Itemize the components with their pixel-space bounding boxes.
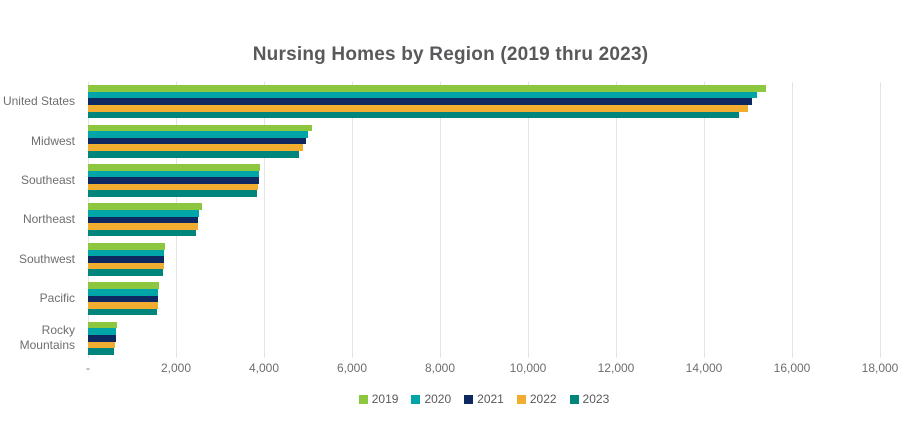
- bar-2019-pacific: [88, 282, 160, 289]
- bar-2022-united-states: [88, 105, 748, 112]
- bar-2021-southwest: [88, 256, 165, 263]
- bar-2020-northeast: [88, 210, 200, 217]
- legend-swatch-2019: [358, 394, 368, 404]
- bar-2023-northeast: [88, 229, 196, 237]
- bar-2021-pacific: [88, 295, 158, 303]
- bar-2019-midwest: [88, 124, 313, 132]
- legend-item-2020: 2020: [411, 392, 451, 406]
- legend-item-2023: 2023: [569, 392, 610, 406]
- plot-area: [88, 82, 881, 358]
- bar-2023-midwest: [88, 151, 300, 158]
- bar-2022-northeast: [88, 223, 198, 230]
- y-axis-labels: United States Midwest Southeast Northeast So…: [0, 82, 82, 358]
- bar-2020-southwest: [88, 249, 165, 257]
- bar-2023-southeast: [88, 190, 257, 198]
- category-label-rocky-mountains: Rocky Mountains: [19, 323, 75, 353]
- bar-2023-southwest: [88, 269, 163, 276]
- gridline: [704, 82, 705, 358]
- chart-title: Nursing Homes by Region (2019 thru 2023): [252, 44, 649, 65]
- bar-group-southwest: [88, 240, 880, 279]
- bar-2021-midwest: [88, 137, 306, 145]
- legend: 2019 2020 2021 2022 2023: [88, 392, 880, 406]
- bar-2020-southeast: [88, 170, 260, 178]
- bar-2022-midwest: [88, 144, 303, 152]
- bar-group-northeast: [88, 200, 880, 239]
- legend-swatch-2022: [516, 394, 526, 404]
- legend-swatch-2021: [464, 394, 474, 404]
- bar-2022-rocky-mountains: [88, 341, 116, 349]
- bar-group-pacific: [88, 279, 880, 318]
- bar-2021-rocky-mountains: [88, 334, 116, 342]
- x-tick-label: 12,000: [597, 361, 635, 375]
- bar-2020-united-states: [88, 91, 757, 99]
- bar-2019-united-states: [88, 85, 766, 92]
- bar-2023-rocky-mountains: [88, 348, 115, 355]
- gridline: [440, 82, 441, 358]
- legend-label-2022: 2022: [529, 392, 557, 406]
- category-label-northeast: Northeast: [22, 212, 75, 227]
- bar-2019-southeast: [88, 164, 260, 171]
- bar-group-rocky-mountains: [88, 319, 880, 358]
- bar-2021-united-states: [88, 98, 753, 105]
- x-tick-label: 6,000: [336, 361, 367, 375]
- gridline: [615, 82, 617, 358]
- bar-group-southeast: [88, 161, 880, 200]
- gridline: [880, 82, 881, 358]
- x-tick-label: 10,000: [509, 361, 547, 375]
- bar-2019-rocky-mountains: [88, 321, 117, 329]
- legend-label-2021: 2021: [477, 392, 504, 406]
- bar-2019-northeast: [88, 203, 203, 211]
- gridline: [264, 82, 265, 358]
- bar-2021-southeast: [88, 177, 259, 184]
- legend-item-2019: 2019: [358, 392, 399, 406]
- bar-2023-pacific: [88, 308, 158, 316]
- gridline: [792, 82, 793, 358]
- bar-2019-southwest: [88, 242, 166, 250]
- bar-2022-southwest: [88, 262, 164, 270]
- category-label-united-states: United States: [2, 94, 75, 109]
- legend-label-2020: 2020: [424, 392, 452, 406]
- category-label-southeast: Southeast: [20, 173, 75, 188]
- legend-label-2019: 2019: [371, 392, 399, 406]
- x-tick-label: 16,000: [773, 361, 811, 375]
- bar-group-united-states: [88, 82, 880, 121]
- category-label-pacific: Pacific: [39, 291, 75, 306]
- x-tick-label: 8,000: [424, 361, 456, 375]
- legend-swatch-2023: [569, 394, 579, 404]
- bar-2022-southeast: [88, 183, 258, 191]
- bar-2020-midwest: [88, 131, 308, 138]
- legend-label-2023: 2023: [582, 392, 610, 406]
- bar-2023-united-states: [88, 111, 740, 119]
- legend-item-2021: 2021: [464, 392, 504, 406]
- x-tick-label: 18,000: [861, 361, 899, 375]
- x-tick-label: 14,000: [685, 361, 723, 375]
- x-tick-label: 4,000: [248, 361, 280, 375]
- legend-item-2022: 2022: [516, 392, 557, 406]
- x-tick-label: 2,000: [160, 361, 192, 375]
- bar-rows: [88, 82, 880, 358]
- category-label-midwest: Midwest: [30, 133, 75, 148]
- bar-2021-northeast: [88, 216, 198, 224]
- bar-2020-pacific: [88, 288, 159, 296]
- legend-swatch-2020: [411, 394, 421, 404]
- gridline: [351, 82, 353, 358]
- bar-group-midwest: [88, 121, 880, 160]
- x-axis: - 2,000 4,000 6,000 8,000 10,000 12,000 14,000 1…: [86, 361, 898, 377]
- bar-2022-pacific: [88, 302, 158, 309]
- gridline: [528, 82, 529, 358]
- bar-2020-rocky-mountains: [88, 328, 116, 335]
- x-tick-label: -: [86, 361, 90, 375]
- category-label-southwest: Southwest: [18, 251, 75, 266]
